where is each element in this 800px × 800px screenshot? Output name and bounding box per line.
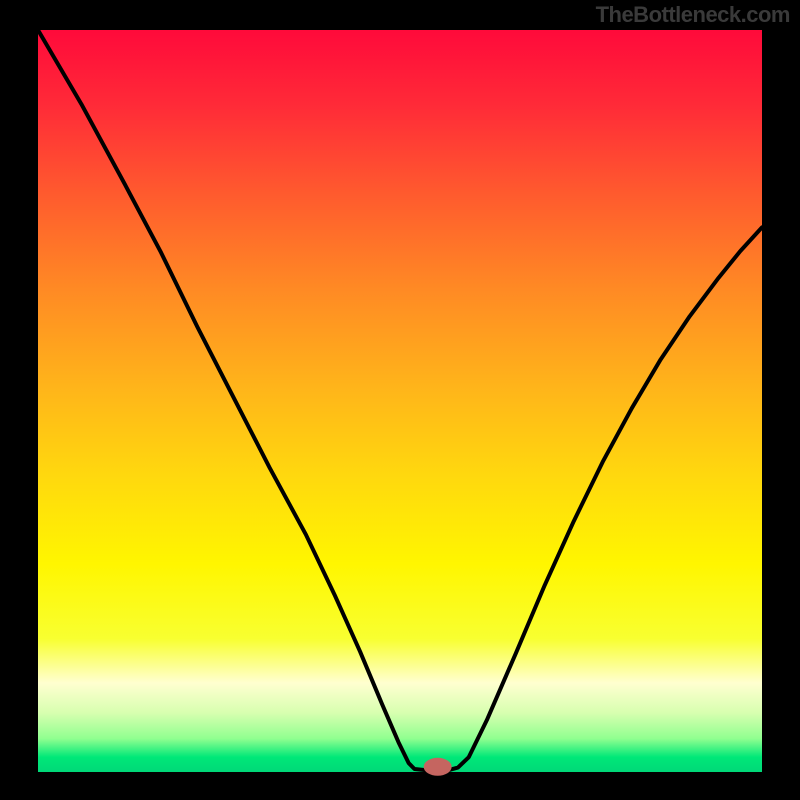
plot-background xyxy=(38,30,762,772)
chart-container: TheBottleneck.com xyxy=(0,0,800,800)
watermark-text: TheBottleneck.com xyxy=(596,2,790,28)
bottleneck-curve-chart xyxy=(0,0,800,800)
optimal-point-marker xyxy=(424,758,452,776)
